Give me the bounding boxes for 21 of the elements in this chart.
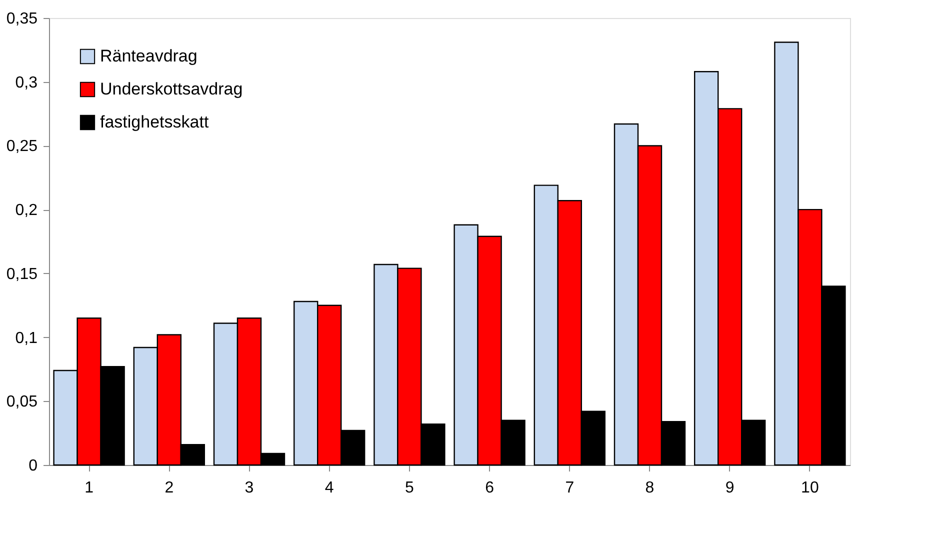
x-tick-label: 2 <box>164 480 174 496</box>
legend-label: Ränteavdrag <box>100 46 198 66</box>
y-tick-label: 0,05 <box>6 394 38 411</box>
y-tick-label: 0,3 <box>15 74 38 92</box>
x-tick-label: 4 <box>324 480 334 496</box>
x-tick-label: 7 <box>565 480 574 496</box>
x-tick-label: 6 <box>485 480 494 496</box>
legend-label: Underskottsavdrag <box>100 80 243 98</box>
y-tick-label: 0,2 <box>15 202 38 220</box>
y-tick-label: 0,1 <box>15 330 38 347</box>
x-tick-label: 9 <box>725 480 734 496</box>
y-tick-label: 0,15 <box>6 266 38 283</box>
x-tick-label: 5 <box>404 480 414 496</box>
x-tick-label: 10 <box>801 480 819 496</box>
x-tick-label: 1 <box>84 480 94 496</box>
legend-label: fastighetsskatt <box>100 112 209 132</box>
y-tick-label: 0,35 <box>6 10 38 28</box>
x-tick-label: 8 <box>645 480 654 496</box>
y-tick-label: 0 <box>28 458 38 474</box>
x-tick-label: 3 <box>244 480 254 496</box>
y-tick-label: 0,25 <box>6 138 38 156</box>
